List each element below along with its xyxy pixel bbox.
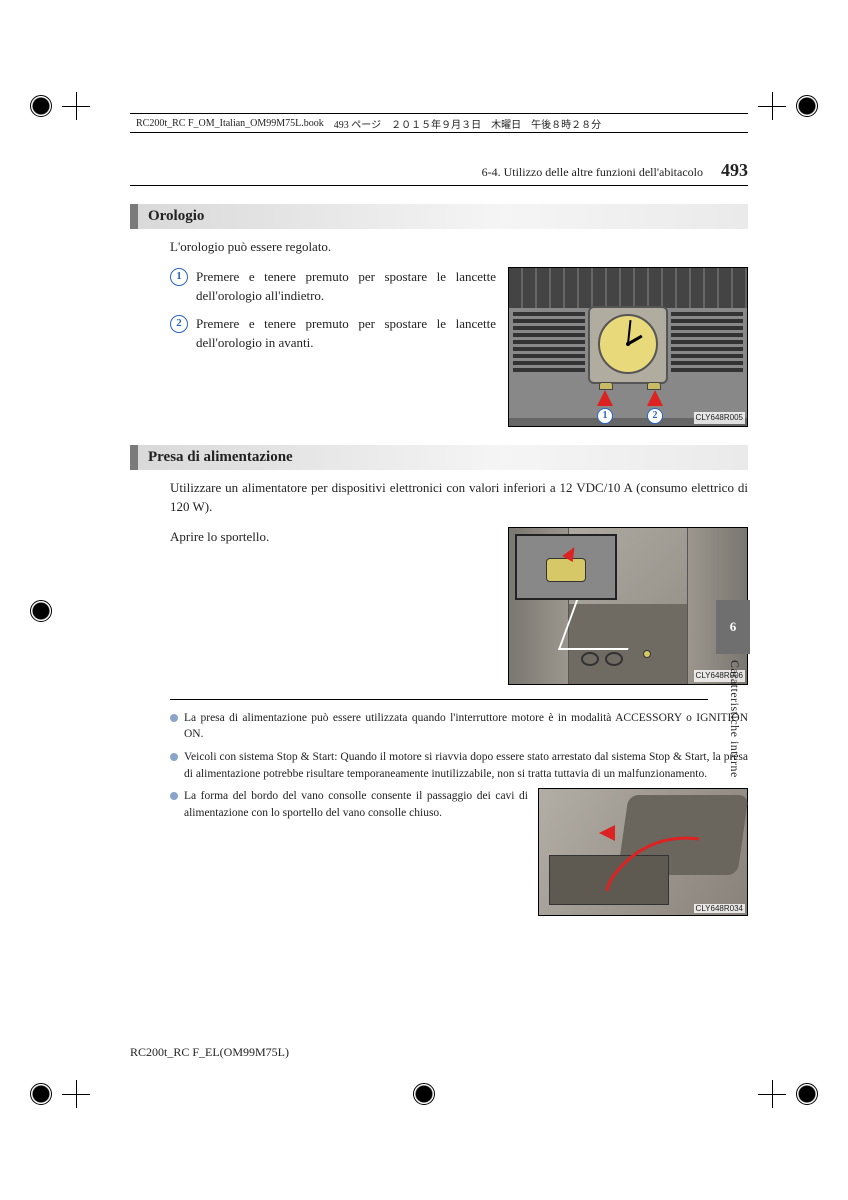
heading-power: Presa di alimentazione <box>130 445 748 470</box>
cropmark-bl <box>62 1080 90 1108</box>
bullet-item: Veicoli con sistema Stop & Start: Quando… <box>170 749 748 782</box>
power-intro: Utilizzare un alimentatore per dispositi… <box>170 478 748 517</box>
section-path: 6-4. Utilizzo delle altre funzioni dell'… <box>482 165 703 180</box>
bullet-icon <box>170 792 178 800</box>
power-open-door: Aprire lo sportello. <box>170 527 496 547</box>
callout-1: 1 <box>597 408 613 424</box>
step-badge-1: 1 <box>170 268 188 286</box>
arrow-left-icon <box>599 825 615 841</box>
regmark-icon <box>30 600 52 622</box>
arrow-up-icon <box>647 390 663 406</box>
bullet-icon <box>170 714 178 722</box>
arrow-up-icon <box>597 390 613 406</box>
regmark-icon <box>30 95 52 117</box>
cropmark-tr <box>758 92 786 120</box>
divider-line <box>170 699 708 700</box>
bullet-item: La presa di alimentazione può essere uti… <box>170 710 748 743</box>
chapter-label: Caratteristiche interne <box>727 660 742 778</box>
callout-2: 2 <box>647 408 663 424</box>
chapter-number: 6 <box>730 619 737 635</box>
clock-step2-text: Premere e tenere premuto per spostare le… <box>196 314 496 353</box>
figure-inset <box>515 534 617 600</box>
clock-step-2: 2 Premere e tenere premuto per spostare … <box>170 314 496 353</box>
clock-intro: L'orologio può essere regolato. <box>170 237 748 257</box>
regmark-icon <box>796 95 818 117</box>
bullet-icon <box>170 753 178 761</box>
regmark-icon <box>796 1083 818 1105</box>
figure-clock: 1 2 CLY648R005 <box>508 267 748 427</box>
book-page-jp: 493 ページ <box>334 116 381 131</box>
print-header-bar: RC200t_RC F_OM_Italian_OM99M75L.book 493… <box>130 113 748 133</box>
footer-code: RC200t_RC F_EL(OM99M75L) <box>130 1045 289 1060</box>
bullet-item: La forma del bordo del vano consolle con… <box>170 788 528 821</box>
regmark-icon <box>413 1083 435 1105</box>
heading-clock: Orologio <box>130 204 748 229</box>
book-date-jp: ２０１５年９月３日 木曜日 午後８時２８分 <box>391 116 601 131</box>
regmark-icon <box>30 1083 52 1105</box>
chapter-tab: 6 <box>716 600 750 654</box>
cropmark-tl <box>62 92 90 120</box>
clock-step1-text: Premere e tenere premuto per spostare le… <box>196 267 496 306</box>
bullet-text-2: Veicoli con sistema Stop & Start: Quando… <box>184 749 748 782</box>
cropmark-br <box>758 1080 786 1108</box>
step-badge-2: 2 <box>170 315 188 333</box>
figure-code: CLY648R005 <box>694 412 745 424</box>
cable-arrow-icon <box>599 829 709 899</box>
figure-console-cable: CLY648R034 <box>538 788 748 916</box>
figure-code: CLY648R034 <box>694 904 745 913</box>
clock-step-1: 1 Premere e tenere premuto per spostare … <box>170 267 496 306</box>
bullet-text-1: La presa di alimentazione può essere uti… <box>184 710 748 743</box>
bullet-text-3: La forma del bordo del vano consolle con… <box>184 788 528 821</box>
page-header: 6-4. Utilizzo delle altre funzioni dell'… <box>130 160 748 186</box>
book-filename: RC200t_RC F_OM_Italian_OM99M75L.book <box>136 118 324 129</box>
figure-power-outlet: CLY648R006 <box>508 527 748 685</box>
page-number: 493 <box>721 160 748 181</box>
page-content: 6-4. Utilizzo delle altre funzioni dell'… <box>130 160 748 1070</box>
